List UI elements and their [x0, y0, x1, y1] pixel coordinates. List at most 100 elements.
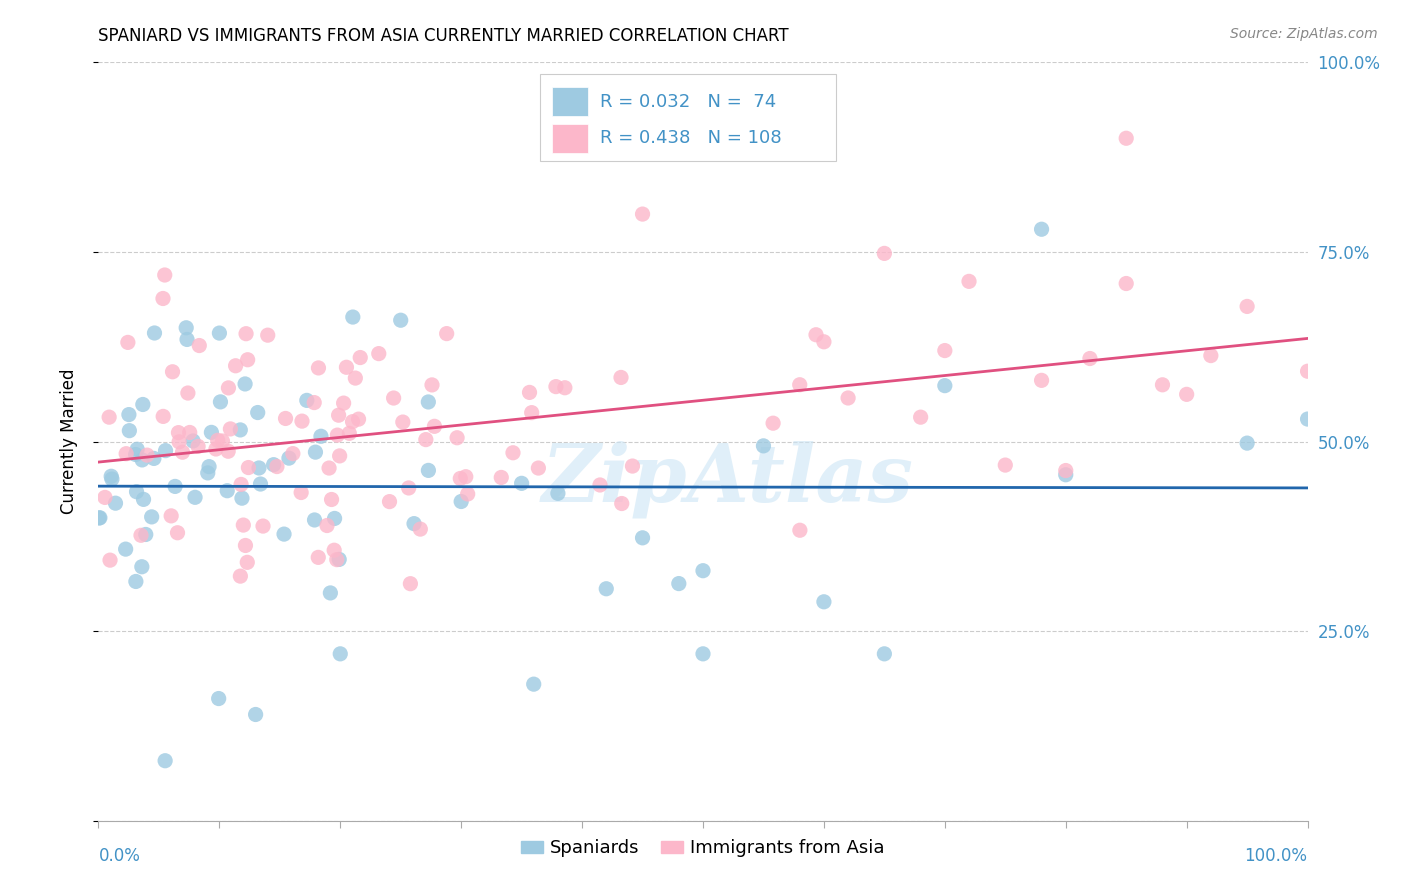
Point	[454, 469, 477, 483]
Point	[1115, 277, 1137, 291]
Point	[229, 569, 252, 583]
Point	[291, 414, 314, 428]
Text: Source: ZipAtlas.com: Source: ZipAtlas.com	[1230, 27, 1378, 41]
Point	[153, 268, 176, 282]
Point	[1236, 436, 1258, 450]
Point	[274, 411, 297, 425]
Point	[520, 406, 543, 420]
Point	[1175, 387, 1198, 401]
Point	[510, 476, 533, 491]
Point	[323, 543, 346, 558]
Point	[245, 707, 267, 722]
Point	[692, 564, 714, 578]
Point	[344, 371, 367, 385]
Point	[436, 326, 458, 341]
Point	[873, 246, 896, 260]
Point	[409, 522, 432, 536]
Point	[446, 431, 468, 445]
Point	[229, 477, 252, 491]
Point	[1078, 351, 1101, 366]
Point	[94, 491, 117, 505]
Point	[304, 513, 326, 527]
Point	[233, 376, 256, 391]
Point	[217, 381, 239, 395]
Point	[1054, 463, 1077, 477]
Point	[957, 274, 980, 288]
Point	[217, 483, 239, 498]
Point	[610, 370, 633, 384]
Point	[131, 559, 153, 574]
Point	[631, 207, 654, 221]
Point	[813, 595, 835, 609]
Point	[142, 451, 165, 466]
Point	[118, 408, 141, 422]
Point	[217, 444, 239, 458]
Point	[789, 523, 811, 537]
Point	[153, 754, 176, 768]
Point	[125, 484, 148, 499]
Point	[316, 518, 339, 533]
Point	[100, 469, 122, 483]
Point	[177, 386, 200, 401]
Point	[198, 459, 221, 474]
Point	[449, 471, 471, 485]
Point	[392, 415, 415, 429]
Legend: Spaniards, Immigrants from Asia: Spaniards, Immigrants from Asia	[515, 832, 891, 864]
Point	[399, 576, 422, 591]
Point	[326, 428, 349, 442]
Point	[167, 425, 190, 440]
Point	[318, 461, 340, 475]
Point	[89, 510, 111, 524]
Point	[101, 472, 124, 486]
Point	[342, 415, 364, 429]
Point	[378, 494, 401, 508]
Point	[332, 396, 354, 410]
Point	[668, 576, 690, 591]
Point	[295, 393, 318, 408]
Y-axis label: Currently Married: Currently Married	[59, 368, 77, 515]
Point	[127, 442, 149, 457]
Point	[450, 494, 472, 508]
Point	[209, 395, 232, 409]
Point	[141, 509, 163, 524]
Point	[207, 434, 229, 448]
Point	[1031, 222, 1053, 236]
Point	[263, 458, 285, 472]
Point	[125, 574, 148, 589]
Point	[118, 424, 141, 438]
Point	[1115, 131, 1137, 145]
Point	[402, 516, 425, 531]
Point	[304, 445, 326, 459]
Point	[762, 416, 785, 430]
Point	[167, 434, 190, 449]
Point	[457, 487, 479, 501]
FancyBboxPatch shape	[540, 74, 837, 161]
Point	[389, 313, 412, 327]
Point	[273, 527, 295, 541]
Point	[290, 485, 312, 500]
Point	[335, 360, 357, 375]
Text: 0.0%: 0.0%	[98, 847, 141, 865]
Point	[347, 412, 370, 426]
Point	[423, 419, 446, 434]
Point	[278, 451, 301, 466]
Point	[994, 458, 1017, 472]
Point	[143, 326, 166, 340]
Point	[307, 360, 329, 375]
Point	[595, 582, 617, 596]
Point	[281, 447, 304, 461]
Point	[211, 434, 233, 448]
Point	[256, 328, 278, 343]
Point	[418, 395, 440, 409]
Point	[547, 486, 569, 500]
Point	[181, 434, 204, 448]
Point	[415, 433, 437, 447]
Point	[197, 466, 219, 480]
Point	[752, 439, 775, 453]
Point	[1054, 467, 1077, 482]
Point	[621, 458, 644, 473]
Point	[184, 491, 207, 505]
Point	[329, 647, 352, 661]
Point	[98, 553, 121, 567]
Point	[160, 508, 183, 523]
